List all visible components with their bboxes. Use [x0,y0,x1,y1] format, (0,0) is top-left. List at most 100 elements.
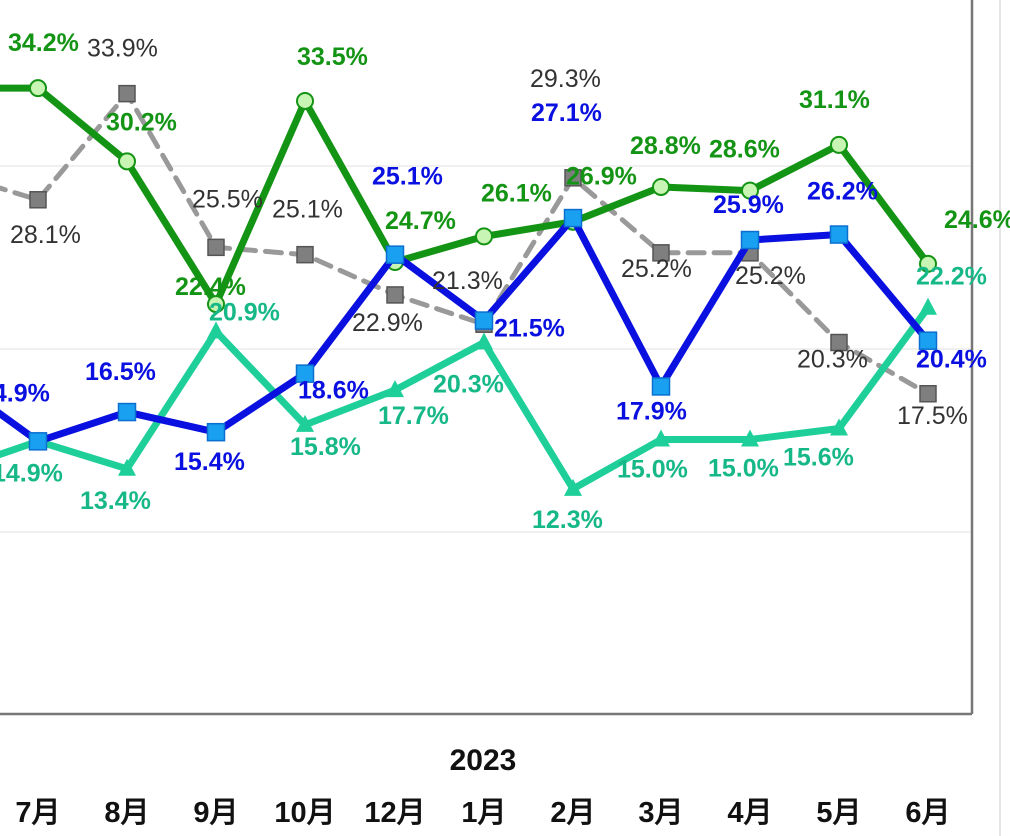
series-layer [0,79,938,496]
data-point-teal [919,297,937,315]
data-point-green [475,227,493,246]
data-label-teal: 12.3% [532,506,603,534]
data-point-teal [296,414,314,432]
data-label-gray: 29.3% [530,65,601,93]
data-point-teal [652,429,670,447]
data-label-teal: 20.3% [433,371,504,399]
data-point-blue [740,230,760,250]
series-line-green [0,84,932,308]
data-point-green [919,254,937,273]
data-point-teal [118,458,136,476]
x-axis-ticks: 7月 8月 9月 10月 12月 1月 2月 3月 4月 5月 6月 [15,797,950,829]
data-label-blue: 26.2% [807,178,878,206]
data-label-blue: 16.5% [85,358,156,386]
data-label-green: 22.4% [175,273,246,301]
series-line-blue [0,214,932,445]
x-tick-label: 10月 [274,797,335,829]
data-point-blue [918,331,938,350]
data-point-teal [830,418,848,436]
data-label-green: 28.8% [630,132,701,160]
data-point-green [29,79,47,98]
data-point-green [741,181,759,200]
data-label-teal: 22.2% [916,263,987,291]
data-label-green: 26.1% [481,179,552,207]
data-label-blue: 17.9% [616,397,687,425]
data-point-blue [385,245,405,264]
data-label-gray: 33.9% [87,35,158,63]
data-point-teal [564,478,582,496]
data-point-teal [386,380,404,398]
series-teal [0,297,937,496]
data-label-blue: 21.5% [494,315,565,343]
data-point-gray [919,385,937,403]
series-line-gray [0,91,931,397]
data-label-blue: 14.9% [0,379,50,407]
data-label-teal: 15.8% [290,433,361,461]
x-tick-label: 5月 [816,797,861,829]
data-label-gray: 22.9% [352,309,423,337]
data-label-teal: 15.0% [708,455,779,483]
data-point-gray [564,169,582,187]
x-tick-label: 1月 [461,797,506,829]
data-label-teal: 15.6% [783,444,854,472]
data-point-gray [29,191,47,209]
data-point-blue [474,311,494,330]
data-point-teal [475,332,493,350]
data-point-teal [207,321,225,339]
data-point-blue [295,364,315,383]
data-point-green [652,177,670,196]
data-label-gray: 25.2% [621,255,692,283]
data-label-green: 34.2% [8,29,79,57]
data-point-gray [830,333,848,352]
series-gray [0,84,937,403]
data-label-teal: 15.0% [617,456,688,484]
x-tick-label: 7月 [15,797,60,829]
data-point-blue [117,402,137,422]
data-label-blue: 20.4% [916,346,987,374]
data-label-gray: 20.3% [797,346,868,374]
data-label-teal: 20.9% [209,299,280,327]
data-label-gray: 25.5% [192,185,263,213]
data-label-gray: 17.5% [897,402,968,430]
data-point-blue [206,422,226,442]
data-labels: 28.1% 33.9% 25.5% 25.1% 22.9% 21.3% 29.3% 25.2%… [0,29,1010,534]
data-label-green: 31.1% [799,86,870,114]
x-tick-label: 12月 [364,797,425,829]
data-point-gray [652,244,670,262]
series-blue [0,208,938,451]
data-point-gray [118,84,136,103]
data-label-green: 30.2% [106,108,177,136]
data-label-green: 24.6% [944,206,1010,234]
x-tick-label: 8月 [104,797,149,829]
data-point-green [118,152,136,171]
data-point-blue [829,225,849,244]
data-label-green: 33.5% [297,43,368,71]
data-label-gray: 25.1% [272,196,343,224]
x-tick-label: 4月 [727,797,772,829]
x-tick-label: 9月 [193,797,238,829]
data-label-gray: 21.3% [432,267,503,295]
data-label-teal: 14.9% [0,459,63,487]
data-label-green: 24.7% [385,207,456,235]
x-tick-label: 3月 [638,797,683,829]
x-axis-title: 2023 [450,744,517,777]
data-point-gray [207,238,225,257]
data-label-gray: 28.1% [10,221,81,249]
data-label-blue: 27.1% [531,99,602,127]
x-tick-label: 6月 [905,797,950,829]
data-point-gray [296,245,314,264]
series-line-teal [0,304,932,493]
data-label-blue: 25.9% [713,191,784,219]
data-point-green [296,91,314,110]
data-label-blue: 15.4% [174,448,245,476]
data-point-blue [651,377,671,396]
data-label-teal: 17.7% [378,402,449,430]
x-tick-label: 2月 [550,797,595,829]
data-label-blue: 18.6% [298,377,369,405]
data-label-green: 28.6% [709,136,780,164]
data-point-green [207,295,225,314]
data-point-green [830,135,848,154]
series-green [0,79,937,314]
